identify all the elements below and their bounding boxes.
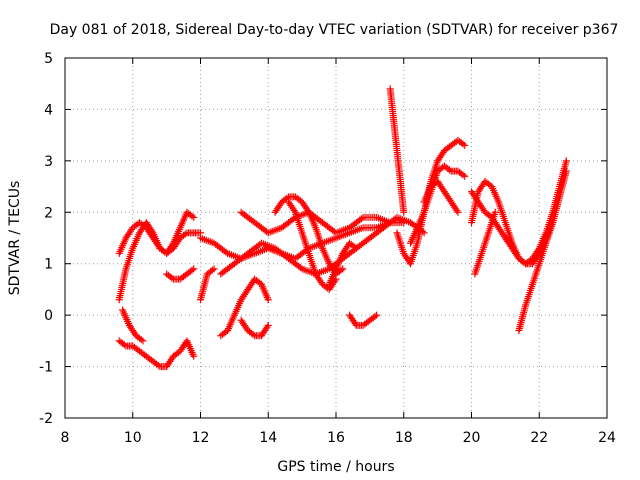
x-tick-label: 20: [463, 430, 481, 446]
data-point: [188, 212, 196, 220]
y-tick-label: 5: [44, 51, 53, 67]
data-points: [115, 85, 570, 371]
data-point: [222, 248, 230, 256]
data-point: [283, 194, 291, 202]
data-point: [339, 265, 347, 273]
data-point: [373, 311, 381, 319]
data-point: [290, 207, 298, 215]
x-tick-label: 10: [124, 430, 142, 446]
data-point: [461, 172, 469, 180]
y-tick-label: 1: [44, 257, 53, 273]
y-tick-label: -2: [39, 411, 53, 427]
data-point: [453, 207, 461, 215]
data-point: [139, 337, 147, 345]
data-point: [337, 266, 345, 274]
x-tick-label: 22: [530, 430, 548, 446]
data-point: [491, 208, 499, 216]
data-point: [148, 227, 156, 235]
data-point: [459, 140, 467, 148]
x-tick-label: 12: [192, 430, 210, 446]
axis-ticks: [64, 57, 608, 419]
y-tick-label: 4: [44, 102, 53, 118]
data-point: [386, 219, 394, 227]
data-point: [352, 244, 360, 252]
data-point: [190, 352, 198, 360]
data-point: [562, 157, 570, 165]
y-axis-label: SDTVAR / TECUs: [7, 181, 23, 296]
x-axis-label: GPS time / hours: [277, 459, 394, 475]
data-point: [208, 266, 216, 274]
data-point: [137, 336, 145, 344]
data-point: [351, 243, 359, 251]
data-point: [154, 361, 162, 369]
data-point: [181, 230, 189, 238]
data-point: [210, 265, 218, 273]
data-point: [190, 265, 198, 273]
data-point: [190, 213, 198, 221]
data-point: [371, 312, 379, 320]
y-tick-label: 0: [44, 308, 53, 324]
data-point: [249, 330, 257, 338]
x-tick-label: 18: [395, 430, 413, 446]
data-point: [304, 207, 312, 215]
x-tick-label: 16: [327, 430, 345, 446]
data-point: [188, 266, 196, 274]
chart-title: Day 081 of 2018, Sidereal Day-to-day VTE…: [50, 22, 619, 38]
y-tick-labels: -2 -1 0 1 2 3 4 5: [39, 51, 53, 427]
data-point: [264, 321, 272, 329]
y-tick-label: 2: [44, 205, 53, 221]
y-tick-label: -1: [39, 360, 53, 376]
x-tick-label: 14: [259, 430, 277, 446]
data-point: [120, 341, 128, 349]
x-tick-labels: 8 10 12 14 16 18 20 22 24: [61, 430, 616, 446]
data-point: [168, 274, 176, 282]
data-point: [520, 258, 528, 266]
x-tick-label: 8: [61, 430, 70, 446]
data-point: [296, 264, 304, 272]
data-point: [454, 208, 462, 216]
data-point: [400, 208, 408, 216]
data-point: [461, 141, 469, 149]
data-point: [168, 241, 176, 249]
data-point: [562, 167, 570, 175]
data-point: [263, 323, 271, 331]
gridlines: [65, 58, 607, 418]
y-tick-label: 3: [44, 154, 53, 170]
data-point: [445, 166, 453, 174]
data-point: [264, 296, 272, 304]
data-point: [459, 171, 467, 179]
data-point: [357, 215, 365, 223]
x-tick-label: 24: [598, 430, 616, 446]
